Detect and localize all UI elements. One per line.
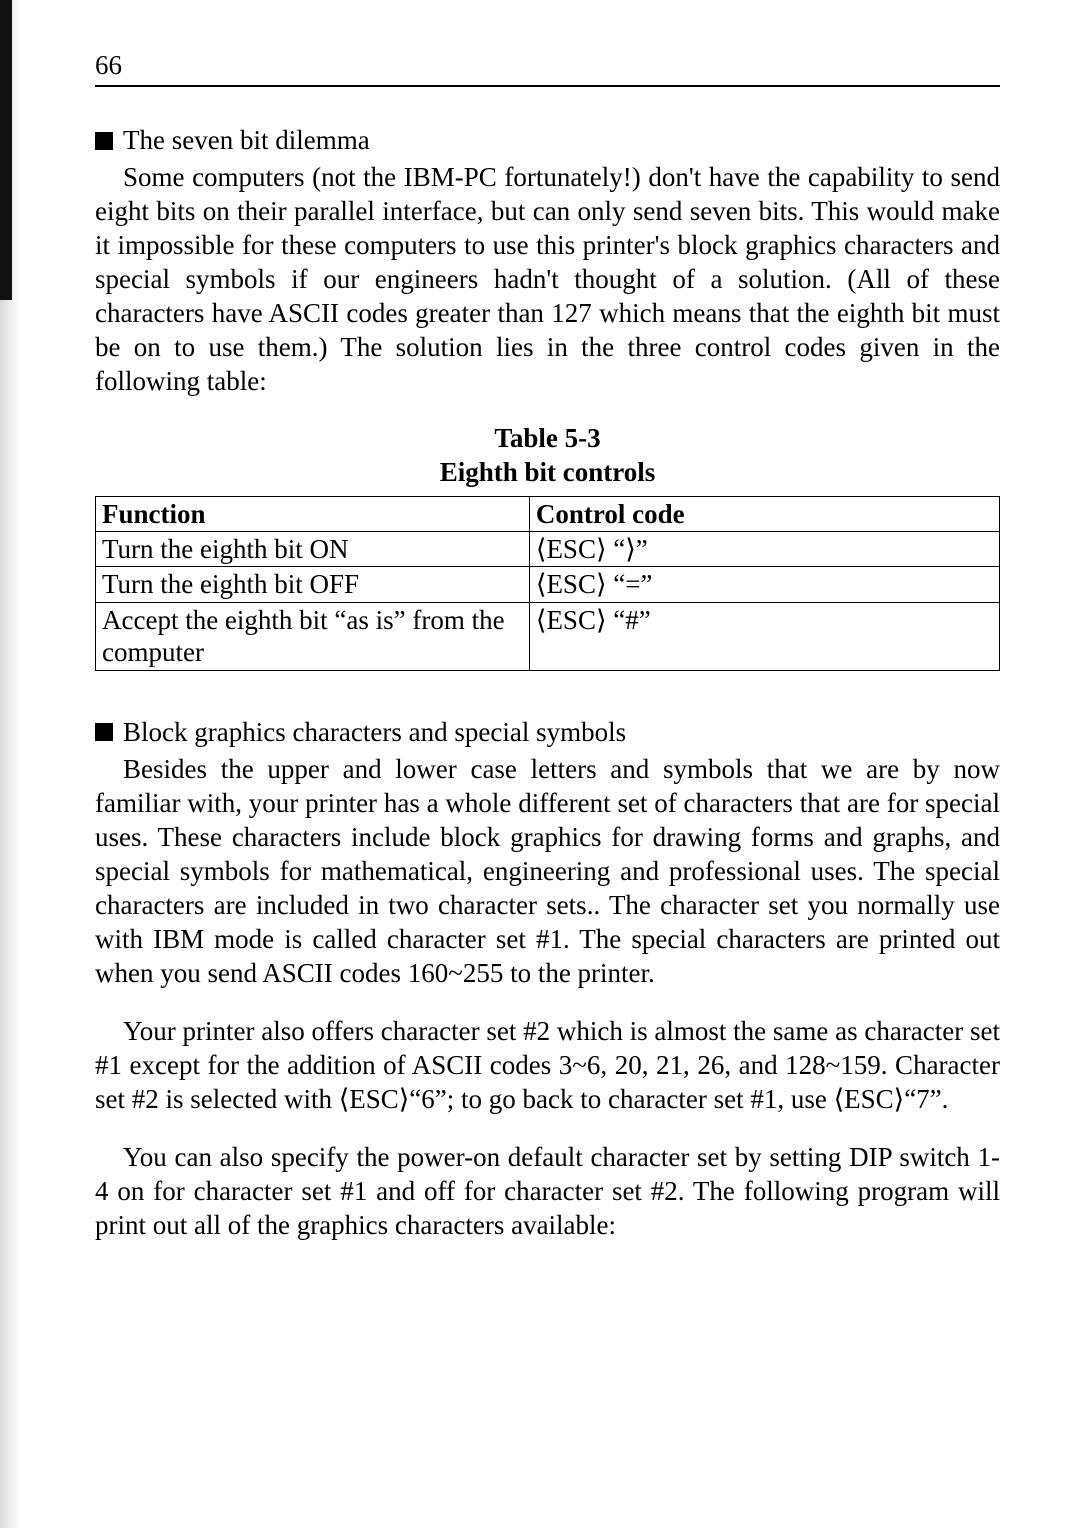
- square-bullet-icon: [95, 723, 113, 741]
- section-2-paragraph-1: Besides the upper and lower case letters…: [95, 752, 1000, 990]
- section-2-heading: Block graphics characters and special sy…: [123, 717, 626, 748]
- table-cell-function: Accept the eighth bit “as is” from the c…: [96, 602, 530, 670]
- section-1-bullet-row: The seven bit dilemma: [95, 125, 1000, 156]
- table-row: Accept the eighth bit “as is” from the c…: [96, 602, 1000, 670]
- table-row: Turn the eighth bit OFF ⟨ESC⟩ “=”: [96, 567, 1000, 602]
- section-1-paragraph: Some computers (not the IBM-PC fortunate…: [95, 160, 1000, 398]
- binding-edge: [0, 0, 12, 300]
- table-row: Turn the eighth bit ON ⟨ESC⟩ “⟩”: [96, 532, 1000, 567]
- table-caption: Table 5-3 Eighth bit controls: [95, 422, 1000, 490]
- section-2-bullet-row: Block graphics characters and special sy…: [95, 717, 1000, 748]
- square-bullet-icon: [95, 132, 113, 150]
- section-2-paragraph-3: You can also specify the power-on defaul…: [95, 1140, 1000, 1242]
- table-cell-function: Turn the eighth bit OFF: [96, 567, 530, 602]
- control-code-table: Function Control code Turn the eighth bi…: [95, 496, 1000, 671]
- section-2-paragraph-2: Your printer also offers character set #…: [95, 1014, 1000, 1116]
- table-caption-line1: Table 5-3: [95, 422, 1000, 456]
- table-cell-function: Turn the eighth bit ON: [96, 532, 530, 567]
- table-header-row: Function Control code: [96, 496, 1000, 531]
- table-cell-code: ⟨ESC⟩ “#”: [529, 602, 999, 670]
- header-rule: [95, 85, 1000, 87]
- table-header-control-code: Control code: [529, 496, 999, 531]
- section-1-heading: The seven bit dilemma: [123, 125, 370, 156]
- table-cell-code: ⟨ESC⟩ “⟩”: [529, 532, 999, 567]
- table-cell-code: ⟨ESC⟩ “=”: [529, 567, 999, 602]
- table-caption-line2: Eighth bit controls: [95, 456, 1000, 490]
- page-number: 66: [95, 50, 1000, 81]
- table-header-function: Function: [96, 496, 530, 531]
